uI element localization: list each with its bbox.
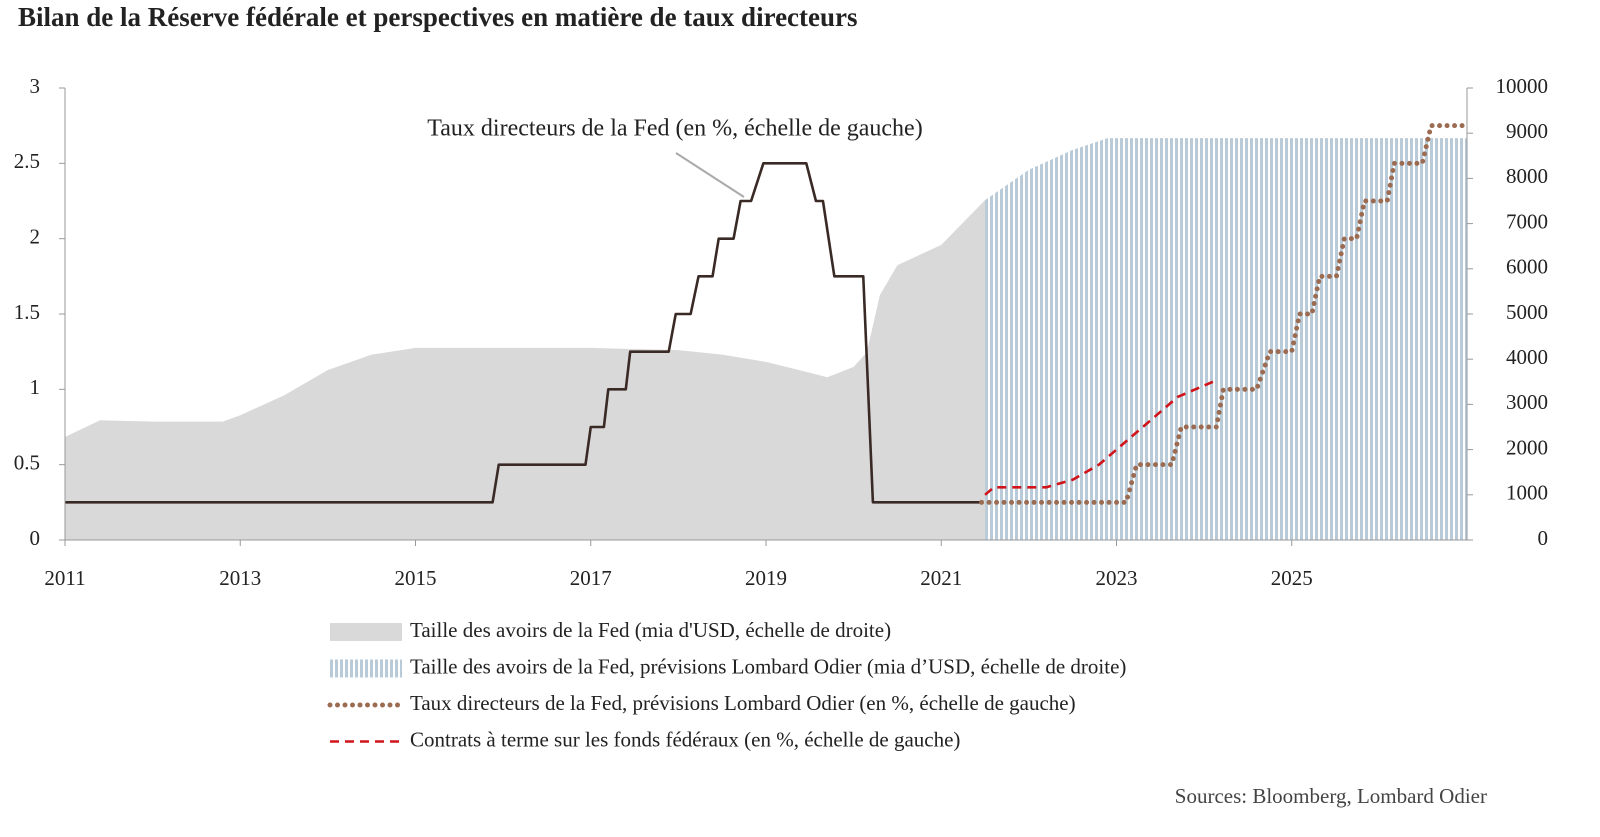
annotation: Taux directeurs de la Fed (en %, échelle… bbox=[427, 116, 922, 142]
area bbox=[65, 200, 986, 540]
x-tick-label: 2019 bbox=[745, 566, 787, 590]
y-tick-label: 0.5 bbox=[14, 450, 40, 474]
x-tick-label: 2017 bbox=[570, 566, 612, 590]
line bbox=[65, 162, 982, 504]
x-tick-label: 2021 bbox=[920, 566, 962, 590]
y2-tick-label: 0 bbox=[1538, 526, 1549, 550]
y-tick-label: 2 bbox=[30, 224, 41, 248]
x-tick-label: 2013 bbox=[219, 566, 261, 590]
annotation-leader bbox=[675, 152, 745, 198]
y2-tick-label: 8000 bbox=[1506, 164, 1548, 188]
y-tick-label: 0 bbox=[30, 526, 41, 550]
y2-tick-label: 3000 bbox=[1506, 390, 1548, 414]
y-tick-label: 1.5 bbox=[14, 300, 40, 324]
legend-label: Taux directeurs de la Fed, prévisions Lo… bbox=[410, 691, 1076, 715]
y2-tick-label: 7000 bbox=[1506, 209, 1548, 233]
y-tick-label: 3 bbox=[30, 74, 41, 98]
legend-swatch bbox=[330, 623, 402, 641]
y2-tick-label: 9000 bbox=[1506, 119, 1548, 143]
y2-tick-label: 1000 bbox=[1506, 481, 1548, 505]
y-tick-label: 1 bbox=[30, 375, 41, 399]
chart-title: Bilan de la Réserve fédérale et perspect… bbox=[18, 2, 858, 32]
legend-label: Taille des avoirs de la Fed, prévisions … bbox=[410, 654, 1126, 678]
x-tick-label: 2011 bbox=[44, 566, 85, 590]
legend-label: Contrats à terme sur les fonds fédéraux … bbox=[410, 727, 960, 751]
line bbox=[979, 123, 1467, 505]
legend-label: Taille des avoirs de la Fed (mia d'USD, … bbox=[410, 618, 891, 642]
area bbox=[985, 138, 1467, 540]
x-tick-label: 2015 bbox=[395, 566, 437, 590]
legend-swatch bbox=[330, 659, 402, 678]
y2-tick-label: 10000 bbox=[1496, 74, 1549, 98]
y2-tick-label: 2000 bbox=[1506, 435, 1548, 459]
x-tick-label: 2025 bbox=[1271, 566, 1313, 590]
x-tick-label: 2023 bbox=[1096, 566, 1138, 590]
source: Sources: Bloomberg, Lombard Odier bbox=[1175, 784, 1487, 808]
y2-tick-label: 6000 bbox=[1506, 255, 1548, 279]
line bbox=[984, 380, 1214, 496]
y-tick-label: 2.5 bbox=[14, 149, 40, 173]
y2-tick-label: 4000 bbox=[1506, 345, 1548, 369]
y2-tick-label: 5000 bbox=[1506, 300, 1548, 324]
